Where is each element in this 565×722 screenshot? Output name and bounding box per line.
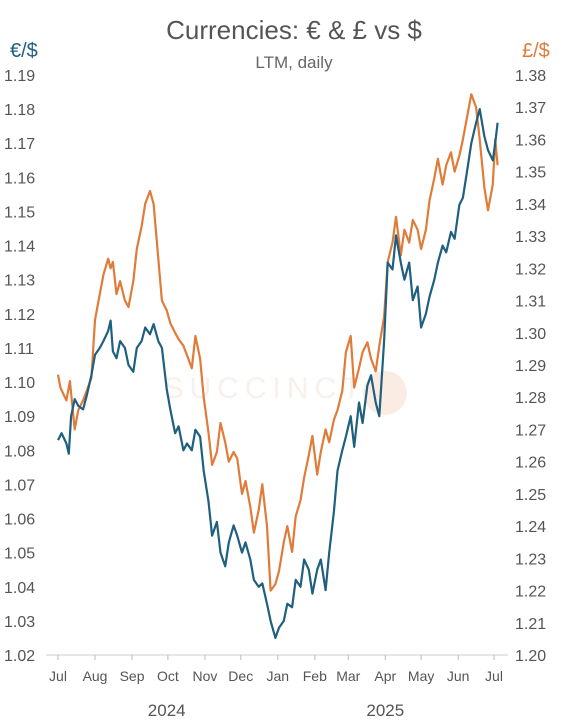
left-tick-label: 1.17 [4, 136, 35, 153]
watermark: SUCCINCT [164, 371, 407, 415]
left-tick-label: 1.15 [4, 204, 35, 221]
right-tick-label: 1.24 [515, 519, 546, 536]
x-axis-year-labels: 2024 2025 [148, 701, 404, 720]
right-tick-label: 1.32 [515, 261, 546, 278]
right-tick-label: 1.34 [515, 197, 546, 214]
x-tick-label: Aug [83, 668, 108, 684]
left-tick-label: 1.14 [4, 239, 35, 256]
left-tick-label: 1.18 [4, 102, 35, 119]
right-tick-label: 1.31 [515, 294, 546, 311]
left-tick-label: 1.13 [4, 273, 35, 290]
x-axis-tick-marks [57, 655, 495, 660]
x-tick-label: May [408, 668, 434, 684]
right-tick-label: 1.23 [515, 551, 546, 568]
left-tick-label: 1.11 [4, 341, 34, 358]
right-tick-label: 1.28 [515, 390, 546, 407]
x-tick-label: Jul [485, 668, 503, 684]
x-tick-label: Apr [374, 668, 396, 684]
left-tick-label: 1.12 [4, 307, 35, 324]
left-tick-label: 1.16 [4, 170, 35, 187]
series-layer [56, 93, 499, 640]
x-tick-label: Jan [267, 668, 290, 684]
right-tick-label: 1.35 [515, 165, 546, 182]
right-axis-label: £/$ [522, 40, 550, 62]
watermark-text: SUCCINCT [164, 372, 367, 405]
right-tick-label: 1.36 [515, 132, 546, 149]
x-tick-label: Nov [192, 668, 217, 684]
right-tick-label: 1.30 [515, 326, 546, 343]
left-tick-label: 1.07 [4, 477, 35, 494]
year-label: 2024 [148, 701, 186, 720]
x-tick-label: Jun [447, 668, 470, 684]
right-tick-label: 1.37 [515, 100, 546, 117]
right-tick-label: 1.25 [515, 487, 546, 504]
watermark-logo-icon [363, 371, 407, 415]
right-tick-label: 1.26 [515, 455, 546, 472]
x-tick-label: Feb [303, 668, 327, 684]
left-tick-label: 1.09 [4, 409, 35, 426]
left-tick-label: 1.05 [4, 546, 35, 563]
right-tick-label: 1.29 [515, 358, 546, 375]
series-line-eur-usd [57, 107, 499, 640]
right-tick-label: 1.20 [515, 648, 546, 665]
x-tick-label: Dec [228, 668, 253, 684]
left-tick-label: 1.03 [4, 614, 35, 631]
left-tick-label: 1.08 [4, 443, 35, 460]
chart-title: Currencies: € & £ vs $ [166, 15, 422, 45]
chart-subtitle: LTM, daily [255, 53, 333, 72]
right-tick-label: 1.21 [515, 616, 546, 633]
left-tick-label: 1.19 [4, 68, 35, 85]
left-axis-label: €/$ [10, 40, 38, 62]
x-tick-label: Mar [336, 668, 360, 684]
left-tick-label: 1.06 [4, 512, 35, 529]
left-tick-label: 1.10 [4, 375, 35, 392]
series-line-gbp-usd [56, 93, 499, 592]
year-label: 2025 [366, 701, 404, 720]
right-tick-label: 1.38 [515, 68, 546, 85]
x-tick-label: Sep [120, 668, 145, 684]
x-tick-label: Oct [157, 668, 179, 684]
x-tick-label: Jul [49, 668, 67, 684]
right-tick-label: 1.27 [515, 422, 546, 439]
right-axis-ticks: 1.20 1.21 1.22 1.23 1.24 1.25 1.26 1.27 1.28 1.29… [515, 68, 546, 665]
left-tick-label: 1.04 [4, 580, 35, 597]
right-tick-label: 1.22 [515, 584, 546, 601]
x-axis-month-labels: Jul Aug Sep Oct Nov Dec Jan Feb Mar Apr May Jun Jul [49, 668, 503, 684]
left-axis-ticks: 1.02 1.03 1.04 1.05 1.06 1.07 1.08 1.09 1.10 1.11… [4, 68, 35, 665]
left-tick-label: 1.02 [4, 648, 35, 665]
right-tick-label: 1.33 [515, 229, 546, 246]
